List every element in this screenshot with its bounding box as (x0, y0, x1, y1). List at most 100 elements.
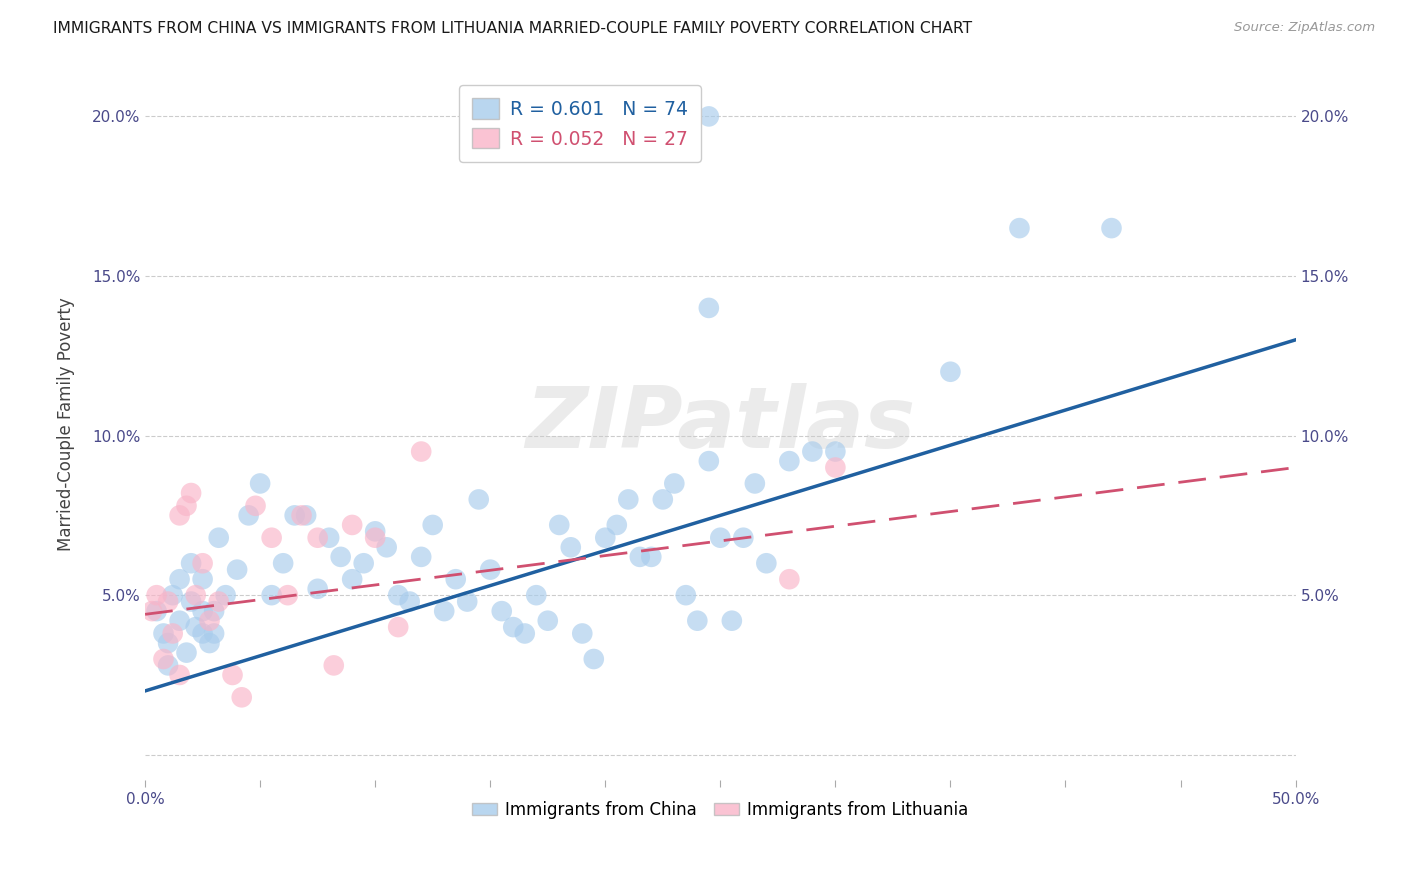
Point (290, 508, 312, 523)
Point (191, 556, 214, 570)
Point (169, 572, 191, 586)
Text: IMMIGRANTS FROM CHINA VS IMMIGRANTS FROM LITHUANIA MARRIED-COUPLE FAMILY POVERTY: IMMIGRANTS FROM CHINA VS IMMIGRANTS FROM… (53, 21, 973, 36)
Point (208, 531, 231, 545)
Point (778, 454, 800, 468)
Point (491, 604, 513, 618)
Point (157, 636, 180, 650)
Point (467, 492, 489, 507)
Point (502, 620, 524, 634)
Point (778, 572, 800, 586)
Point (444, 572, 467, 586)
Point (387, 588, 409, 602)
Point (208, 594, 231, 608)
Point (191, 626, 214, 640)
Point (260, 531, 283, 545)
Text: Source: ZipAtlas.com: Source: ZipAtlas.com (1234, 21, 1375, 34)
Point (628, 549, 651, 564)
Point (322, 658, 344, 673)
Point (152, 626, 174, 640)
Point (169, 668, 191, 682)
Legend: Immigrants from China, Immigrants from Lithuania: Immigrants from China, Immigrants from L… (465, 794, 976, 825)
Point (364, 531, 387, 545)
Point (824, 444, 846, 458)
Point (271, 556, 294, 570)
Point (202, 604, 225, 618)
Point (249, 476, 271, 491)
Point (231, 690, 253, 705)
Point (548, 518, 571, 533)
Point (180, 594, 202, 608)
Point (221, 668, 243, 682)
Point (340, 572, 363, 586)
Point (697, 301, 720, 315)
Point (364, 524, 387, 539)
Point (686, 614, 709, 628)
Point (245, 499, 267, 513)
Point (284, 508, 307, 523)
Point (180, 486, 202, 500)
Point (606, 518, 628, 533)
Point (721, 614, 744, 628)
Point (329, 549, 352, 564)
Point (456, 594, 478, 608)
Point (387, 620, 409, 634)
Point (214, 588, 236, 602)
Point (398, 594, 420, 608)
Point (260, 588, 283, 602)
Point (169, 614, 191, 628)
Point (145, 604, 167, 618)
Point (411, 444, 433, 458)
Point (709, 531, 731, 545)
Point (180, 556, 202, 570)
Point (513, 626, 536, 640)
Point (277, 588, 299, 602)
Point (697, 454, 720, 468)
Point (141, 604, 163, 618)
Point (651, 492, 673, 507)
Point (191, 572, 214, 586)
Point (537, 614, 560, 628)
Point (595, 531, 617, 545)
Point (640, 549, 662, 564)
Point (176, 646, 198, 660)
Point (318, 531, 340, 545)
Point (1101, 221, 1123, 235)
Point (560, 541, 582, 555)
Text: ZIPatlas: ZIPatlas (526, 383, 915, 466)
Point (145, 588, 167, 602)
Point (340, 518, 363, 533)
Point (152, 652, 174, 666)
Point (162, 626, 184, 640)
Point (169, 508, 191, 523)
Point (433, 604, 456, 618)
Point (184, 620, 207, 634)
Point (617, 492, 640, 507)
Point (191, 604, 214, 618)
Y-axis label: Married-Couple Family Poverty: Married-Couple Family Poverty (58, 298, 75, 551)
Point (697, 109, 720, 123)
Point (582, 652, 605, 666)
Point (664, 476, 686, 491)
Point (824, 460, 846, 475)
Point (353, 556, 375, 570)
Point (411, 549, 433, 564)
Point (198, 614, 221, 628)
Point (157, 658, 180, 673)
Point (238, 508, 260, 523)
Point (1008, 221, 1031, 235)
Point (157, 594, 180, 608)
Point (571, 626, 593, 640)
Point (675, 588, 697, 602)
Point (479, 563, 502, 577)
Point (226, 563, 249, 577)
Point (307, 531, 329, 545)
Point (733, 531, 755, 545)
Point (198, 636, 221, 650)
Point (375, 541, 398, 555)
Point (755, 556, 778, 570)
Point (801, 444, 824, 458)
Point (939, 365, 962, 379)
Point (422, 518, 444, 533)
Point (202, 626, 225, 640)
Point (307, 582, 329, 596)
